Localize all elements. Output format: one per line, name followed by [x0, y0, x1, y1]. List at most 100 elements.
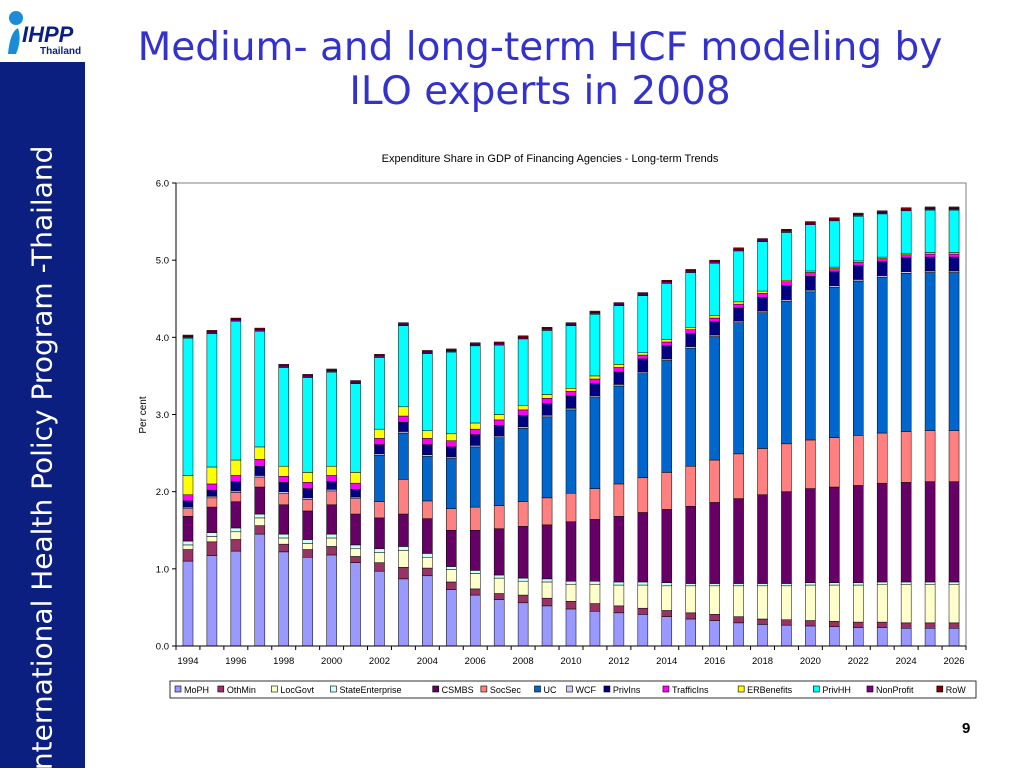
bar-segment-socsec-2026 [948, 430, 960, 482]
bar-segment-privhh-2019 [781, 232, 792, 281]
bar-segment-csmbs-2006 [469, 530, 481, 571]
bar-segment-stateenterprise-2012 [613, 581, 625, 586]
bar-segment-moph-2010 [565, 608, 577, 647]
bar-segment-row-2006 [469, 342, 481, 345]
bar-segment-socsec-1998 [278, 492, 290, 506]
bar-segment-locgovt-2000 [326, 537, 337, 547]
bar-segment-locgovt-2026 [948, 584, 960, 624]
bar-segment-moph-2002 [374, 570, 385, 647]
bar-segment-privins-2012 [613, 371, 625, 385]
bar-segment-privins-1995 [206, 489, 218, 497]
bar-segment-privins-2016 [709, 321, 720, 336]
bar-segment-trafficins-2003 [398, 415, 409, 423]
bar-segment-privhh-2017 [733, 250, 744, 303]
bar-segment-othmin-2019 [781, 619, 792, 626]
legend-label-socsec: SocSec [490, 685, 522, 695]
bar-segment-locgovt-2021 [829, 584, 840, 622]
bar-segment-othmin-2022 [852, 621, 864, 628]
bar-segment-privhh-1995 [206, 333, 218, 468]
bar-segment-row-1997 [254, 327, 266, 330]
bar-segment-moph-2014 [661, 616, 673, 647]
legend-swatch-privhh [813, 685, 820, 693]
bar-segment-row-2015 [685, 269, 696, 272]
x-tick-label: 2016 [704, 656, 725, 667]
bar-segment-socsec-2005 [446, 508, 457, 531]
bar-segment-locgovt-2019 [781, 585, 792, 621]
bar-segment-row-2014 [661, 279, 673, 283]
bar-segment-socsec-2016 [709, 459, 720, 503]
bar-segment-socsec-2020 [805, 439, 816, 489]
bar-segment-moph-2013 [637, 614, 649, 647]
bar-segment-stateenterprise-2020 [805, 582, 816, 586]
bar-segment-row-2013 [637, 292, 649, 295]
chart-legend: MoPH OthMin LocGovt StateEnterprise CSMBS Soc… [169, 680, 977, 699]
bar-segment-csmbs-2012 [613, 516, 625, 583]
legend-box [169, 680, 977, 699]
bar-segment-othmin-1996 [230, 539, 242, 552]
bar-segment-locgovt-2012 [613, 584, 625, 607]
bar-segment-row-1995 [206, 330, 218, 333]
bar-segment-trafficins-2019 [781, 281, 792, 286]
bar-segment-socsec-2006 [469, 506, 481, 531]
sidebar: International Health Policy Program -Tha… [0, 62, 85, 778]
bar-segment-erbenefits-2002 [374, 428, 385, 439]
bar-segment-stateenterprise-1997 [254, 513, 266, 519]
legend-swatch-uc [534, 685, 541, 693]
legend-swatch-stateenterprise [330, 685, 337, 693]
bar-segment-locgovt-1994 [182, 544, 194, 550]
bar-segment-trafficins-1994 [182, 494, 194, 502]
bar-segment-trafficins-2021 [829, 268, 840, 272]
bar-segment-stateenterprise-1995 [206, 532, 218, 537]
bar-segment-othmin-2006 [469, 588, 481, 596]
bar-segment-row-2016 [709, 259, 720, 262]
bar-segment-csmbs-2023 [876, 482, 888, 583]
bar-segment-moph-2017 [733, 622, 744, 647]
bar-segment-socsec-2018 [757, 448, 768, 496]
bar-segment-trafficins-2011 [589, 378, 601, 384]
bar-segment-othmin-1995 [206, 541, 218, 556]
bar-segment-erbenefits-2009 [541, 394, 553, 399]
bar-segment-row-2017 [733, 247, 744, 250]
legend-label-privins: PrivIns [613, 685, 641, 695]
bar-segment-row-2018 [757, 238, 768, 241]
bar-segment-privhh-2018 [757, 241, 768, 292]
bar-segment-trafficins-2012 [613, 367, 625, 373]
bar-segment-uc-2004 [422, 455, 433, 502]
bar-segment-socsec-2004 [422, 500, 433, 519]
bar-segment-privins-2002 [374, 444, 385, 455]
bar-segment-erbenefits-1999 [302, 472, 313, 483]
bar-segment-socsec-2012 [613, 483, 625, 517]
y-tick-label: 0.0 [156, 642, 169, 653]
bar-segment-socsec-2017 [733, 453, 744, 499]
bar-segment-socsec-2011 [589, 488, 601, 520]
bar-segment-row-1999 [302, 374, 313, 377]
bar-segment-csmbs-1994 [182, 516, 194, 542]
bar-segment-moph-2003 [398, 578, 409, 647]
bar-segment-stateenterprise-2000 [326, 533, 337, 539]
bar-segment-locgovt-2005 [446, 569, 457, 583]
legend-swatch-wcf [566, 685, 573, 693]
bar-segment-socsec-2003 [398, 479, 409, 515]
bar-segment-privhh-1996 [230, 320, 242, 461]
bar-segment-csmbs-2022 [852, 485, 864, 583]
bar-segment-privhh-2016 [709, 263, 720, 316]
bar-segment-locgovt-1999 [302, 543, 313, 550]
bar-segment-moph-2004 [422, 575, 433, 647]
bar-segment-trafficins-2018 [757, 293, 768, 298]
bar-segment-stateenterprise-1994 [182, 540, 194, 546]
bar-segment-trafficins-2023 [876, 258, 888, 262]
bar-segment-erbenefits-2001 [350, 472, 361, 484]
bar-segment-uc-2005 [446, 458, 457, 509]
bar-segment-locgovt-2009 [541, 581, 553, 599]
bar-segment-uc-2012 [613, 385, 625, 485]
bar-segment-privins-1997 [254, 465, 266, 476]
bar-segment-othmin-2016 [709, 614, 720, 621]
legend-swatch-nonprofit [866, 685, 874, 693]
bar-segment-locgovt-2011 [589, 584, 601, 604]
x-tick-label: 2020 [800, 656, 821, 667]
bar-segment-othmin-2001 [350, 556, 361, 563]
legend-label-moph: MoPH [184, 685, 209, 695]
y-tick-label: 5.0 [156, 256, 169, 267]
bar-segment-privins-2025 [924, 256, 936, 272]
bar-segment-privins-2000 [326, 481, 337, 490]
